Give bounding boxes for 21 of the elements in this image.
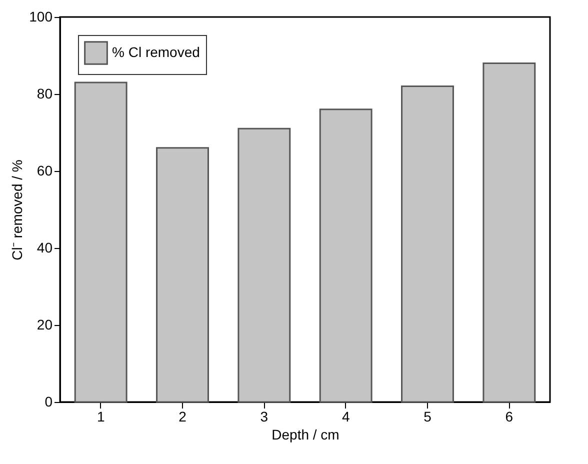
y-tick-label: 20 (36, 316, 53, 332)
y-tick-label: 40 (36, 240, 53, 256)
y-tick-label: 80 (36, 86, 53, 102)
x-tick-label: 6 (505, 408, 514, 424)
y-tick-label: 100 (29, 8, 53, 24)
y-tick-label: 0 (44, 394, 53, 410)
x-tick-label: 2 (178, 408, 187, 424)
bar (156, 147, 209, 403)
bar (482, 62, 536, 403)
bar (238, 128, 291, 403)
y-axis-title: Cl⁻ removed / % (9, 160, 26, 260)
bar (74, 82, 128, 403)
x-axis-title: Depth / cm (272, 426, 340, 442)
legend-label: % Cl removed (112, 44, 200, 60)
x-tick-label: 1 (96, 408, 105, 424)
x-tick-label: 5 (424, 408, 432, 424)
x-tick-label: 4 (342, 408, 350, 424)
x-tick-label: 3 (260, 408, 268, 424)
bar (319, 108, 372, 403)
y-tick-label: 60 (36, 162, 53, 178)
bar (401, 86, 454, 403)
